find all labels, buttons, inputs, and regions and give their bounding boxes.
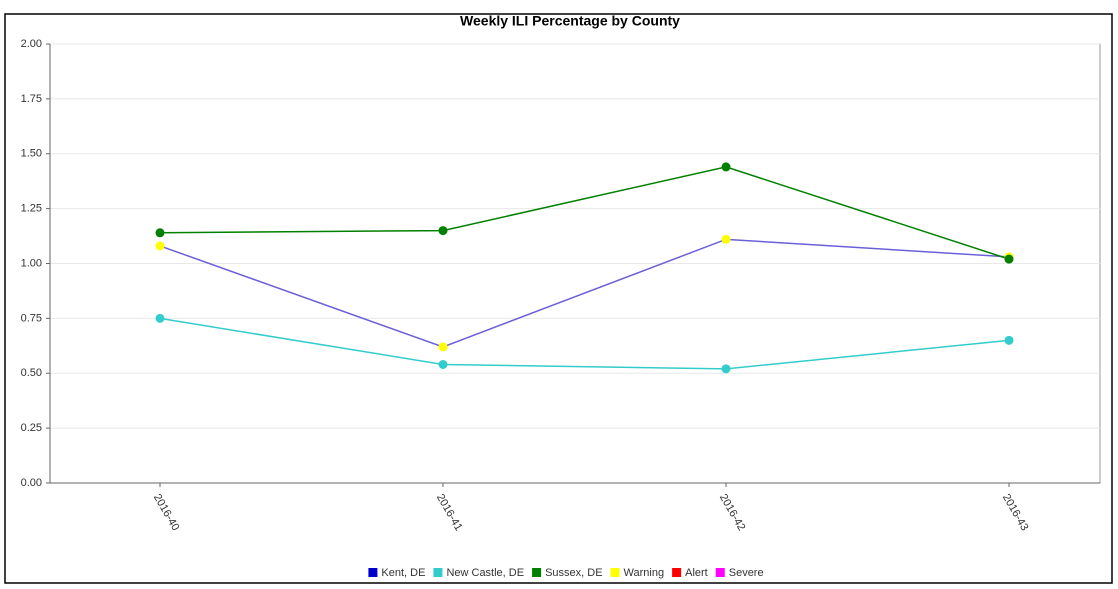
legend-swatch (532, 568, 542, 577)
data-point (438, 359, 448, 369)
y-tick-label: 2.00 (21, 38, 42, 50)
data-point (155, 241, 165, 251)
series-line (159, 166, 1010, 260)
y-tick-label: 1.50 (21, 148, 42, 160)
legend-label: Warning (624, 567, 665, 579)
series-line (159, 317, 1010, 370)
data-point (721, 234, 731, 244)
legend-swatch (433, 568, 443, 577)
y-tick-label: 1.25 (21, 203, 42, 215)
data-point (721, 364, 731, 374)
y-tick-label: 0.25 (21, 422, 42, 434)
legend-label: Sussex, DE (545, 567, 602, 579)
y-tick-label: 0.50 (21, 367, 42, 379)
legend-label: Severe (729, 567, 764, 579)
legend-swatch (368, 568, 378, 577)
legend-label: New Castle, DE (446, 567, 524, 579)
legend-swatch (715, 568, 725, 577)
legend-swatch (672, 568, 682, 577)
legend: Kent, DE New Castle, DE Sussex, DE Warning A… (368, 567, 764, 579)
data-point (721, 162, 731, 172)
data-point (155, 313, 165, 323)
y-tick-label: 1.00 (21, 257, 42, 269)
data-point (155, 228, 165, 238)
y-tick-label: 0.75 (21, 312, 42, 324)
data-point (438, 226, 448, 236)
data-point (1004, 335, 1014, 345)
y-tick-label: 0.00 (21, 477, 42, 489)
legend-swatch (610, 568, 620, 577)
chart-title: Weekly ILI Percentage by County (460, 13, 680, 29)
series-line (159, 238, 1010, 348)
data-point (438, 342, 448, 352)
legend-label: Kent, DE (381, 567, 425, 579)
legend-label: Alert (685, 567, 708, 579)
data-point (1004, 254, 1014, 264)
y-tick-label: 1.75 (21, 93, 42, 105)
